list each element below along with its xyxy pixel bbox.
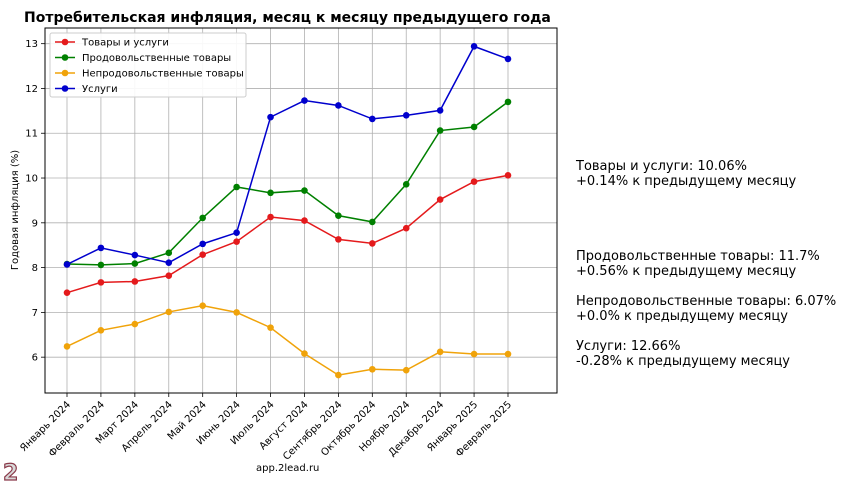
y-tick-label: 8 (32, 263, 38, 274)
watermark-text: app.2lead.ru (256, 463, 320, 474)
data-point (436, 127, 444, 134)
series-line (66, 174, 509, 294)
data-point (199, 251, 206, 258)
note-nonfood: Непродовольственные товары: 6.07% +0.0% … (576, 294, 836, 324)
series-line (66, 101, 509, 266)
data-point (402, 112, 410, 119)
data-point (233, 183, 240, 191)
data-point (335, 371, 342, 379)
data-point (402, 366, 410, 374)
legend-entry: Непродовольственные товары (82, 69, 244, 80)
data-point (97, 327, 105, 334)
data-point (267, 113, 274, 121)
data-point (233, 238, 240, 245)
data-point (199, 302, 206, 309)
legend-swatch-marker (61, 54, 69, 61)
note-food: Продовольственные товары: 11.7% +0.56% к… (576, 249, 820, 279)
data-point (504, 55, 512, 63)
data-point (504, 172, 512, 179)
legend-entry: Продовольственные товары (82, 53, 231, 64)
y-tick-label: 6 (32, 353, 38, 364)
data-point (301, 350, 308, 357)
data-point (470, 350, 478, 358)
y-tick-label: 10 (25, 174, 38, 185)
y-tick-label: 9 (32, 218, 38, 229)
data-point (335, 212, 342, 219)
data-point (369, 218, 376, 226)
data-point (436, 348, 444, 356)
data-point (131, 320, 139, 328)
series-line (66, 45, 509, 266)
data-point (97, 261, 105, 269)
data-point (199, 214, 206, 222)
note-nonfood-value: Непродовольственные товары: 6.07% (576, 294, 837, 309)
note-food-value: Продовольственные товары: 11.7% (576, 249, 820, 264)
data-point (131, 260, 139, 267)
y-tick-label: 11 (25, 129, 38, 140)
note-services-value: Услуги: 12.66% (576, 339, 681, 354)
data-point (97, 244, 105, 252)
data-point (369, 365, 376, 373)
data-point (63, 261, 71, 268)
chart-title: Потребительская инфляция, месяц к месяцу… (24, 10, 551, 26)
data-point (470, 123, 478, 131)
note-food-change: +0.56% к предыдущему месяцу (576, 264, 797, 279)
svg-text:2: 2 (3, 461, 18, 484)
data-point (504, 350, 512, 358)
y-tick-label: 7 (32, 308, 38, 319)
data-point (165, 249, 173, 257)
data-point (131, 251, 139, 259)
note-services-change: -0.28% к предыдущему месяцу (576, 354, 790, 369)
data-point (335, 236, 342, 243)
note-goods-services-value: Товары и услуги: 10.06% (576, 159, 747, 174)
series-lines (63, 43, 512, 379)
data-point (165, 308, 173, 316)
note-goods-services: Товары и услуги: 10.06% +0.14% к предыду… (576, 159, 796, 189)
data-point (233, 309, 240, 316)
note-goods-services-change: +0.14% к предыдущему месяцу (576, 174, 797, 189)
data-point (301, 97, 308, 104)
y-axis-label: Годовая инфляция (%) (10, 150, 21, 270)
legend: Товары и услуги Продовольственные товары Н… (49, 32, 247, 98)
legend-entry: Товары и услуги (81, 38, 169, 49)
x-tick-label: Сентябрь 2024 (281, 399, 344, 462)
data-point (301, 187, 308, 194)
data-point (504, 98, 512, 106)
series-line (66, 304, 508, 376)
y-tick-label: 13 (25, 39, 38, 50)
data-point (267, 324, 274, 331)
logo-icon: 2 (2, 460, 19, 484)
data-point (402, 224, 410, 232)
legend-swatch-marker (61, 69, 69, 77)
legend-box (49, 32, 247, 98)
data-point (63, 343, 71, 350)
data-point (470, 43, 478, 50)
legend-swatch-marker (61, 38, 69, 46)
data-point (267, 213, 274, 221)
data-point (436, 107, 444, 114)
data-point (470, 178, 478, 185)
data-point (402, 181, 410, 188)
note-nonfood-change: +0.0% к предыдущему месяцу (576, 309, 788, 324)
data-point (233, 229, 240, 236)
plot-frame (44, 27, 558, 394)
data-point (335, 102, 342, 109)
data-point (165, 259, 173, 266)
data-point (63, 289, 71, 296)
data-point (165, 272, 173, 279)
note-services: Услуги: 12.66% -0.28% к предыдущему меся… (576, 339, 790, 369)
data-point (131, 278, 139, 285)
data-point (436, 196, 444, 203)
data-point (301, 217, 308, 224)
data-point (267, 189, 274, 197)
data-point (369, 115, 376, 123)
data-point (369, 240, 376, 247)
data-point (97, 279, 105, 286)
y-tick-label: 12 (25, 84, 38, 95)
legend-swatch-marker (61, 85, 69, 92)
legend-entry: Услуги (82, 84, 118, 95)
data-point (199, 240, 206, 248)
